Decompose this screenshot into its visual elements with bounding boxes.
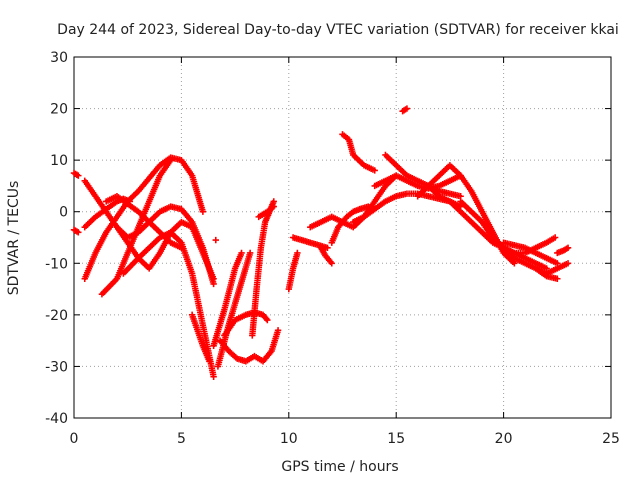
data-point: [270, 203, 277, 210]
y-tick-labels: -40 -30 -20 -10 0 10 20 30: [45, 50, 68, 427]
data-point: [554, 260, 561, 267]
y-tick-label: 20: [50, 102, 68, 118]
y-tick-label: 10: [50, 153, 68, 169]
series-track-24: [350, 190, 464, 226]
y-tick-label: 30: [50, 50, 68, 66]
x-tick-label: 15: [387, 431, 405, 447]
series-track-21: [317, 244, 335, 267]
data-point: [263, 315, 270, 322]
data-point: [210, 275, 217, 282]
data-point: [324, 244, 331, 252]
grid-lines: [74, 57, 611, 418]
series-track-22: [328, 203, 372, 246]
data-point: [564, 260, 572, 267]
x-tick-label: 5: [177, 431, 186, 447]
plot-area-border: [73, 56, 612, 419]
y-tick-label: -40: [45, 411, 68, 427]
y-tick-label: 0: [59, 205, 68, 221]
y-tick-label: -20: [45, 308, 68, 324]
y-axis-label: SDTVAR / TECUs: [6, 181, 22, 296]
data-point: [246, 249, 254, 257]
data-point: [199, 208, 207, 215]
data-points: [70, 105, 572, 380]
series-track-10: [188, 311, 213, 365]
data-point: [167, 156, 174, 164]
series-track-18: [285, 249, 301, 293]
x-tick-label: 10: [280, 431, 298, 447]
chart-title: Day 244 of 2023, Sidereal Day-to-day VTE…: [57, 22, 619, 38]
y-tick-label: -30: [45, 359, 68, 375]
x-axis-label: GPS time / hours: [281, 459, 398, 475]
x-tick-label: 20: [495, 431, 513, 447]
series-track-32: [500, 239, 561, 267]
series-track-01: [70, 169, 82, 179]
data-point: [371, 167, 378, 174]
data-point: [564, 244, 572, 252]
data-point: [551, 234, 559, 241]
series-track-23: [339, 131, 378, 174]
series-track-15: [249, 198, 277, 339]
data-point: [210, 373, 217, 380]
series-track-33: [532, 265, 561, 282]
series-track-05: [81, 154, 207, 282]
data-point: [554, 275, 561, 282]
x-tick-labels: 0 5 10 15 20 25: [70, 431, 620, 447]
data-point: [238, 249, 245, 257]
series-track-09: [120, 229, 217, 380]
series-track-14: [214, 249, 254, 370]
series-track-13: [210, 249, 245, 349]
data-point: [212, 236, 219, 244]
data-point: [274, 327, 282, 334]
series-track-16: [255, 203, 277, 221]
series-track-02: [70, 226, 82, 236]
axis-ticks: [73, 56, 612, 419]
series-track-25: [382, 151, 464, 200]
data-point: [403, 105, 411, 112]
data-point: [264, 316, 271, 324]
series-track-26: [399, 105, 411, 115]
x-tick-label: 25: [602, 431, 620, 447]
series-track-20: [307, 172, 400, 231]
series-track-27: [371, 172, 464, 192]
data-point: [294, 249, 301, 257]
series-track-34: [554, 244, 572, 257]
data-point: [328, 260, 335, 267]
data-point: [75, 229, 82, 236]
data-point: [206, 358, 213, 365]
data-point: [365, 203, 372, 210]
data-point: [75, 172, 82, 179]
x-tick-label: 0: [70, 431, 79, 447]
series-track-19: [289, 234, 331, 252]
series-track-06: [98, 156, 174, 298]
y-tick-label: -10: [45, 256, 68, 272]
